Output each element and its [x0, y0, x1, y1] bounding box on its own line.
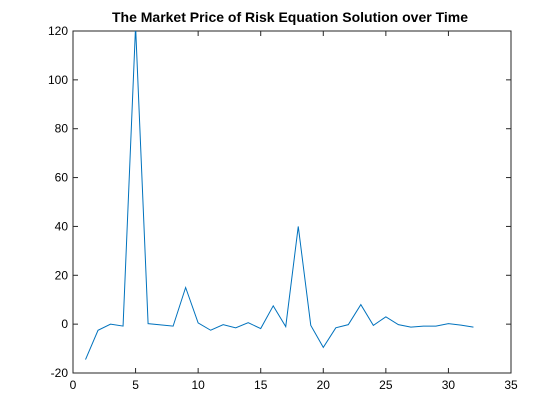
y-tick-label: 60: [55, 171, 69, 185]
y-tick-label: 0: [61, 317, 68, 331]
y-tick-label: 100: [48, 73, 68, 87]
x-tick-label: 10: [191, 378, 205, 392]
x-tick-label: 20: [317, 378, 331, 392]
x-tick-label: 35: [504, 378, 518, 392]
x-tick-label: 15: [254, 378, 268, 392]
x-tick-label: 0: [70, 378, 77, 392]
plot-area: [72, 30, 512, 374]
y-tick-label: 40: [55, 219, 69, 233]
y-tick-label: 20: [55, 268, 69, 282]
plot-frame: [72, 30, 512, 374]
y-tick-label: 120: [48, 24, 68, 38]
chart-title: The Market Price of Risk Equation Soluti…: [112, 9, 468, 25]
x-axis: 0 5 10 15 20 25 30 35: [70, 31, 518, 392]
y-tick-label: -20: [51, 366, 69, 380]
x-tick-label: 30: [442, 378, 456, 392]
x-tick-label: 5: [132, 378, 139, 392]
series-line: [85, 31, 474, 360]
y-tick-label: 80: [55, 122, 69, 136]
series-layer: [85, 31, 474, 360]
y-axis: -20 0 20 40 60 80 100 120: [48, 24, 511, 380]
x-tick-label: 25: [379, 378, 393, 392]
